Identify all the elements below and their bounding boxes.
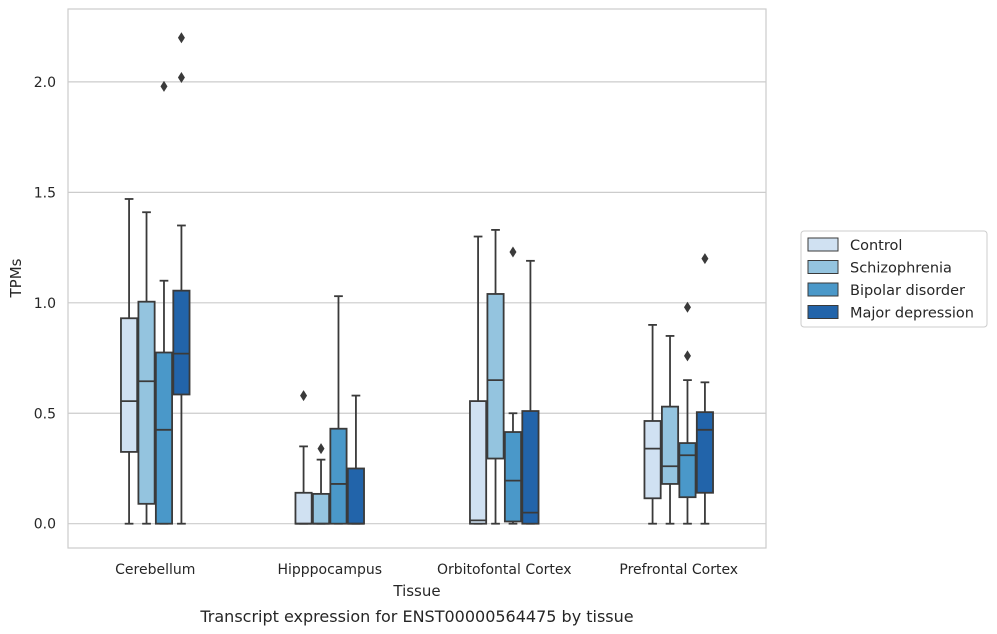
y-axis-label: TPMs [7, 258, 25, 298]
box-schizophrenia [661, 405, 680, 485]
x-tick-label: Hipppocampus [277, 562, 382, 578]
outlier-marker [317, 443, 325, 455]
box-major-depression [521, 410, 540, 525]
x-tick-label: Cerebellum [115, 562, 195, 578]
y-tick-label: 2.0 [34, 75, 56, 91]
outlier-marker [300, 390, 308, 402]
box-group-cerebellum [120, 32, 191, 525]
box-bipolar-disorder [329, 427, 348, 525]
box-groups [120, 32, 714, 525]
box-major-depression [346, 467, 365, 525]
box-control [120, 317, 139, 453]
box-bipolar-disorder [154, 351, 173, 525]
box-control [294, 491, 313, 525]
y-tick-label: 1.0 [34, 296, 56, 312]
outlier-marker [177, 32, 185, 44]
box-major-depression [695, 411, 714, 494]
outlier-marker [160, 80, 168, 92]
box-group-orbitofontal-cortex [469, 229, 540, 525]
legend: Control Schizophrenia Bipolar disorder Majo… [800, 230, 988, 328]
y-tick-label: 0.5 [34, 406, 56, 422]
legend-label: Bipolar disorder [850, 283, 965, 299]
legend-swatch [807, 305, 839, 319]
outlier-marker [509, 246, 517, 258]
y-tick-label: 1.5 [34, 185, 56, 201]
box-major-depression [172, 289, 191, 396]
legend-label: Major depression [850, 306, 974, 322]
legend-frame [800, 230, 988, 328]
outlier-marker [683, 350, 691, 362]
box-control [643, 420, 662, 500]
box-bipolar-disorder [503, 431, 522, 523]
chart-title: Transcript expression for ENST0000056447… [199, 607, 633, 626]
y-tick-labels: 0.0 0.5 1.0 1.5 2.0 [34, 75, 56, 533]
box-control [469, 400, 488, 525]
legend-label: Control [850, 238, 902, 254]
x-tick-labels: Cerebellum Hipppocampus Orbitofontal Corte… [115, 562, 738, 578]
box-group-prefrontal-cortex [643, 253, 714, 525]
x-tick-label: Prefrontal Cortex [619, 562, 738, 578]
plot-area-frame [67, 8, 767, 549]
box-schizophrenia [312, 492, 331, 525]
box-bipolar-disorder [678, 442, 697, 499]
legend-swatch [807, 237, 839, 252]
x-axis-label: Tissue [392, 582, 440, 600]
legend-swatch [807, 260, 839, 274]
x-tick-label: Orbitofontal Cortex [437, 562, 572, 578]
outlier-marker [701, 253, 709, 265]
legend-swatch [807, 282, 839, 297]
legend-label: Schizophrenia [850, 261, 952, 277]
y-tick-label: 0.0 [34, 517, 56, 533]
outlier-marker [177, 71, 185, 83]
box-schizophrenia [486, 293, 505, 460]
box-schizophrenia [137, 300, 156, 505]
box-group-hipppocampus [294, 295, 365, 525]
outlier-marker [683, 301, 691, 313]
